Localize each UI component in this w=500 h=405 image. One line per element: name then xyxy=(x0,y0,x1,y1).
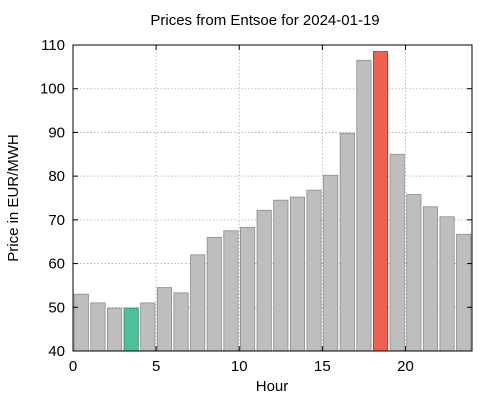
bar xyxy=(107,307,123,352)
bar xyxy=(389,153,405,352)
bar xyxy=(406,194,422,352)
bar xyxy=(273,199,289,352)
grid-lines xyxy=(73,45,472,351)
bar xyxy=(73,293,89,352)
bar xyxy=(206,236,222,352)
bar xyxy=(173,292,189,352)
x-tick-label: 0 xyxy=(69,358,77,375)
plot-frame xyxy=(72,44,473,352)
bars xyxy=(73,51,472,352)
y-axis-label: Price in EUR/MWH xyxy=(5,134,22,262)
x-tick-label: 15 xyxy=(314,358,331,375)
chart-title: Prices from Entsoe for 2024-01-19 xyxy=(150,12,379,29)
bar xyxy=(190,254,206,352)
bar xyxy=(339,132,355,352)
bar-min-price xyxy=(123,307,139,352)
y-tick-label: 80 xyxy=(48,168,65,185)
bar xyxy=(223,230,239,352)
bar xyxy=(439,216,455,352)
bar xyxy=(156,287,172,352)
x-tick-label: 5 xyxy=(152,358,160,375)
bar xyxy=(256,209,272,352)
x-tick-label: 20 xyxy=(397,358,414,375)
x-tick-label: 10 xyxy=(231,358,248,375)
y-tick-label: 100 xyxy=(40,81,65,98)
y-tick-label: 40 xyxy=(48,343,65,360)
bar xyxy=(140,302,156,352)
y-tick-label: 90 xyxy=(48,124,65,141)
y-tick-label: 70 xyxy=(48,212,65,229)
bar xyxy=(323,174,339,352)
bar-max-price xyxy=(373,51,389,352)
y-tick-label: 50 xyxy=(48,299,65,316)
bar xyxy=(306,189,322,352)
bar xyxy=(289,196,305,352)
bar xyxy=(456,233,472,352)
bar xyxy=(356,59,372,352)
y-tick-label: 110 xyxy=(41,37,65,54)
bar xyxy=(90,302,106,352)
x-axis-label: Hour xyxy=(256,378,289,395)
bar xyxy=(240,226,256,352)
y-tick-label: 60 xyxy=(48,256,65,273)
ticks: 0 5 10 15 20 40 50 60 70 80 90 100 110 xyxy=(40,37,472,375)
bar xyxy=(422,206,438,352)
